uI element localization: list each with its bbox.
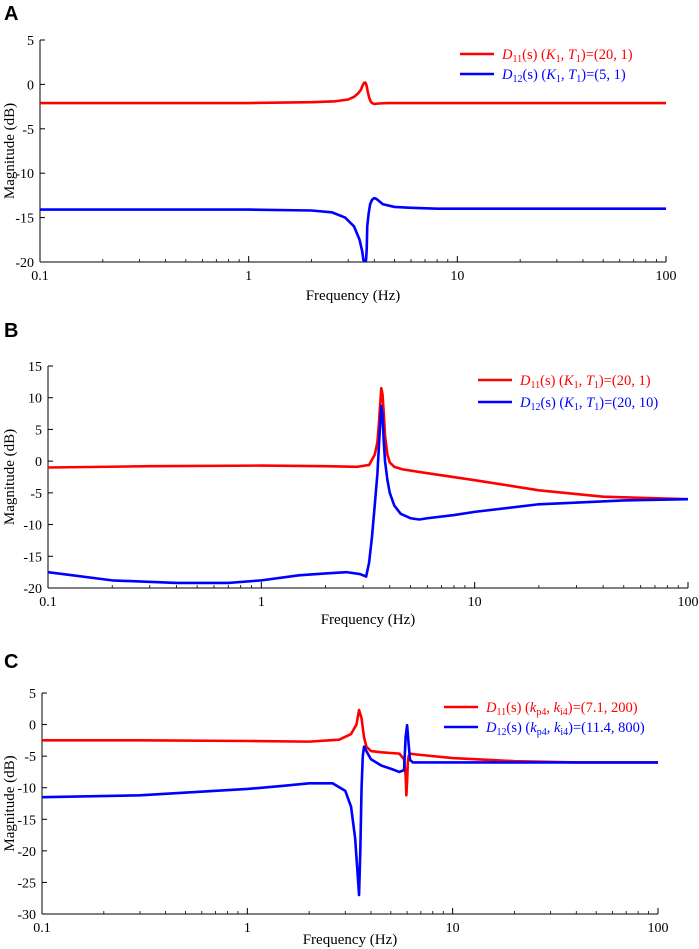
x-tick-label: 100 bbox=[648, 921, 669, 936]
x-tick-label: 100 bbox=[656, 269, 677, 284]
series-line-d12-s bbox=[40, 196, 666, 262]
y-tick-label: -15 bbox=[23, 550, 42, 565]
series-line-d11-s bbox=[40, 81, 666, 106]
y-tick-label: 0 bbox=[35, 455, 42, 470]
y-tick-label: -20 bbox=[15, 256, 34, 271]
series-line-d11-s bbox=[42, 708, 658, 797]
legend-label: D12(s) (K1, T1)=(20, 10) bbox=[519, 395, 658, 413]
y-tick-label: 5 bbox=[29, 687, 36, 702]
legend-label: D12(s) (K1, T1)=(5, 1) bbox=[501, 67, 626, 85]
y-tick-label: 0 bbox=[27, 78, 34, 93]
y-tick-label: 0 bbox=[29, 719, 36, 734]
x-tick-label: 1 bbox=[244, 921, 251, 936]
x-tick-label: 1 bbox=[245, 269, 252, 284]
panel-label: B bbox=[4, 320, 18, 342]
x-axis-title: Frequency (Hz) bbox=[306, 288, 401, 304]
x-tick-label: 0.1 bbox=[33, 921, 51, 936]
legend-label: D11(s) (K1, T1)=(20, 1) bbox=[519, 373, 651, 391]
panel-a: A5 0 -5 -10 -15 -200.1 1 10 100 Frequency (Hz) Mag… bbox=[2, 3, 677, 304]
x-tick-label: 100 bbox=[678, 595, 699, 610]
panel-c: C5 0 -5 -10 -15 -20 -25 -300.1 1 10 100 Frequency (… bbox=[2, 651, 669, 948]
y-tick-label: -15 bbox=[15, 212, 34, 227]
y-tick-label: -20 bbox=[23, 582, 42, 597]
x-axis-title: Frequency (Hz) bbox=[321, 612, 416, 628]
y-tick-label: -20 bbox=[17, 845, 36, 860]
x-axis-title: Frequency (Hz) bbox=[303, 932, 398, 948]
legend-label: D11(s) (K1, T1)=(20, 1) bbox=[501, 47, 633, 65]
legend-label: D12(s) (kp4, ki4)=(11.4, 800) bbox=[485, 720, 645, 738]
y-axis-title: Magnitude (dB) bbox=[2, 755, 18, 851]
y-tick-label: -5 bbox=[22, 123, 34, 138]
panel-label: C bbox=[4, 651, 18, 673]
y-tick-label: -5 bbox=[24, 750, 36, 765]
x-tick-label: 0.1 bbox=[39, 595, 57, 610]
panel-b: B 15 10 5 0 -5 -10 -15 -200.1 1 10 100 Frequency (Hz… bbox=[2, 320, 699, 628]
y-tick-label: -10 bbox=[23, 519, 42, 534]
legend-label: D11(s) (kp4, ki4)=(7.1, 200) bbox=[485, 700, 638, 718]
y-tick-label: -30 bbox=[17, 908, 36, 923]
series-line-d12-s bbox=[48, 404, 688, 585]
y-tick-label: -15 bbox=[17, 813, 36, 828]
x-tick-label: 10 bbox=[446, 921, 460, 936]
y-axis-title: Magnitude (dB) bbox=[2, 429, 18, 525]
x-tick-label: 0.1 bbox=[31, 269, 49, 284]
y-tick-label: -10 bbox=[17, 782, 36, 797]
y-tick-label: -10 bbox=[15, 167, 34, 182]
y-tick-label: 10 bbox=[28, 392, 42, 407]
y-axis-title: Magnitude (dB) bbox=[2, 103, 18, 199]
series-line-d12-s bbox=[42, 723, 658, 897]
series-line-d11-s bbox=[48, 386, 688, 501]
y-tick-label: 5 bbox=[35, 423, 42, 438]
y-tick-label: 15 bbox=[28, 360, 42, 375]
y-tick-label: 5 bbox=[27, 34, 34, 49]
x-tick-label: 10 bbox=[468, 595, 482, 610]
panel-label: A bbox=[4, 3, 18, 25]
y-tick-label: -5 bbox=[30, 487, 42, 502]
x-tick-label: 1 bbox=[258, 595, 265, 610]
x-tick-label: 10 bbox=[450, 269, 464, 284]
y-tick-label: -25 bbox=[17, 876, 36, 891]
